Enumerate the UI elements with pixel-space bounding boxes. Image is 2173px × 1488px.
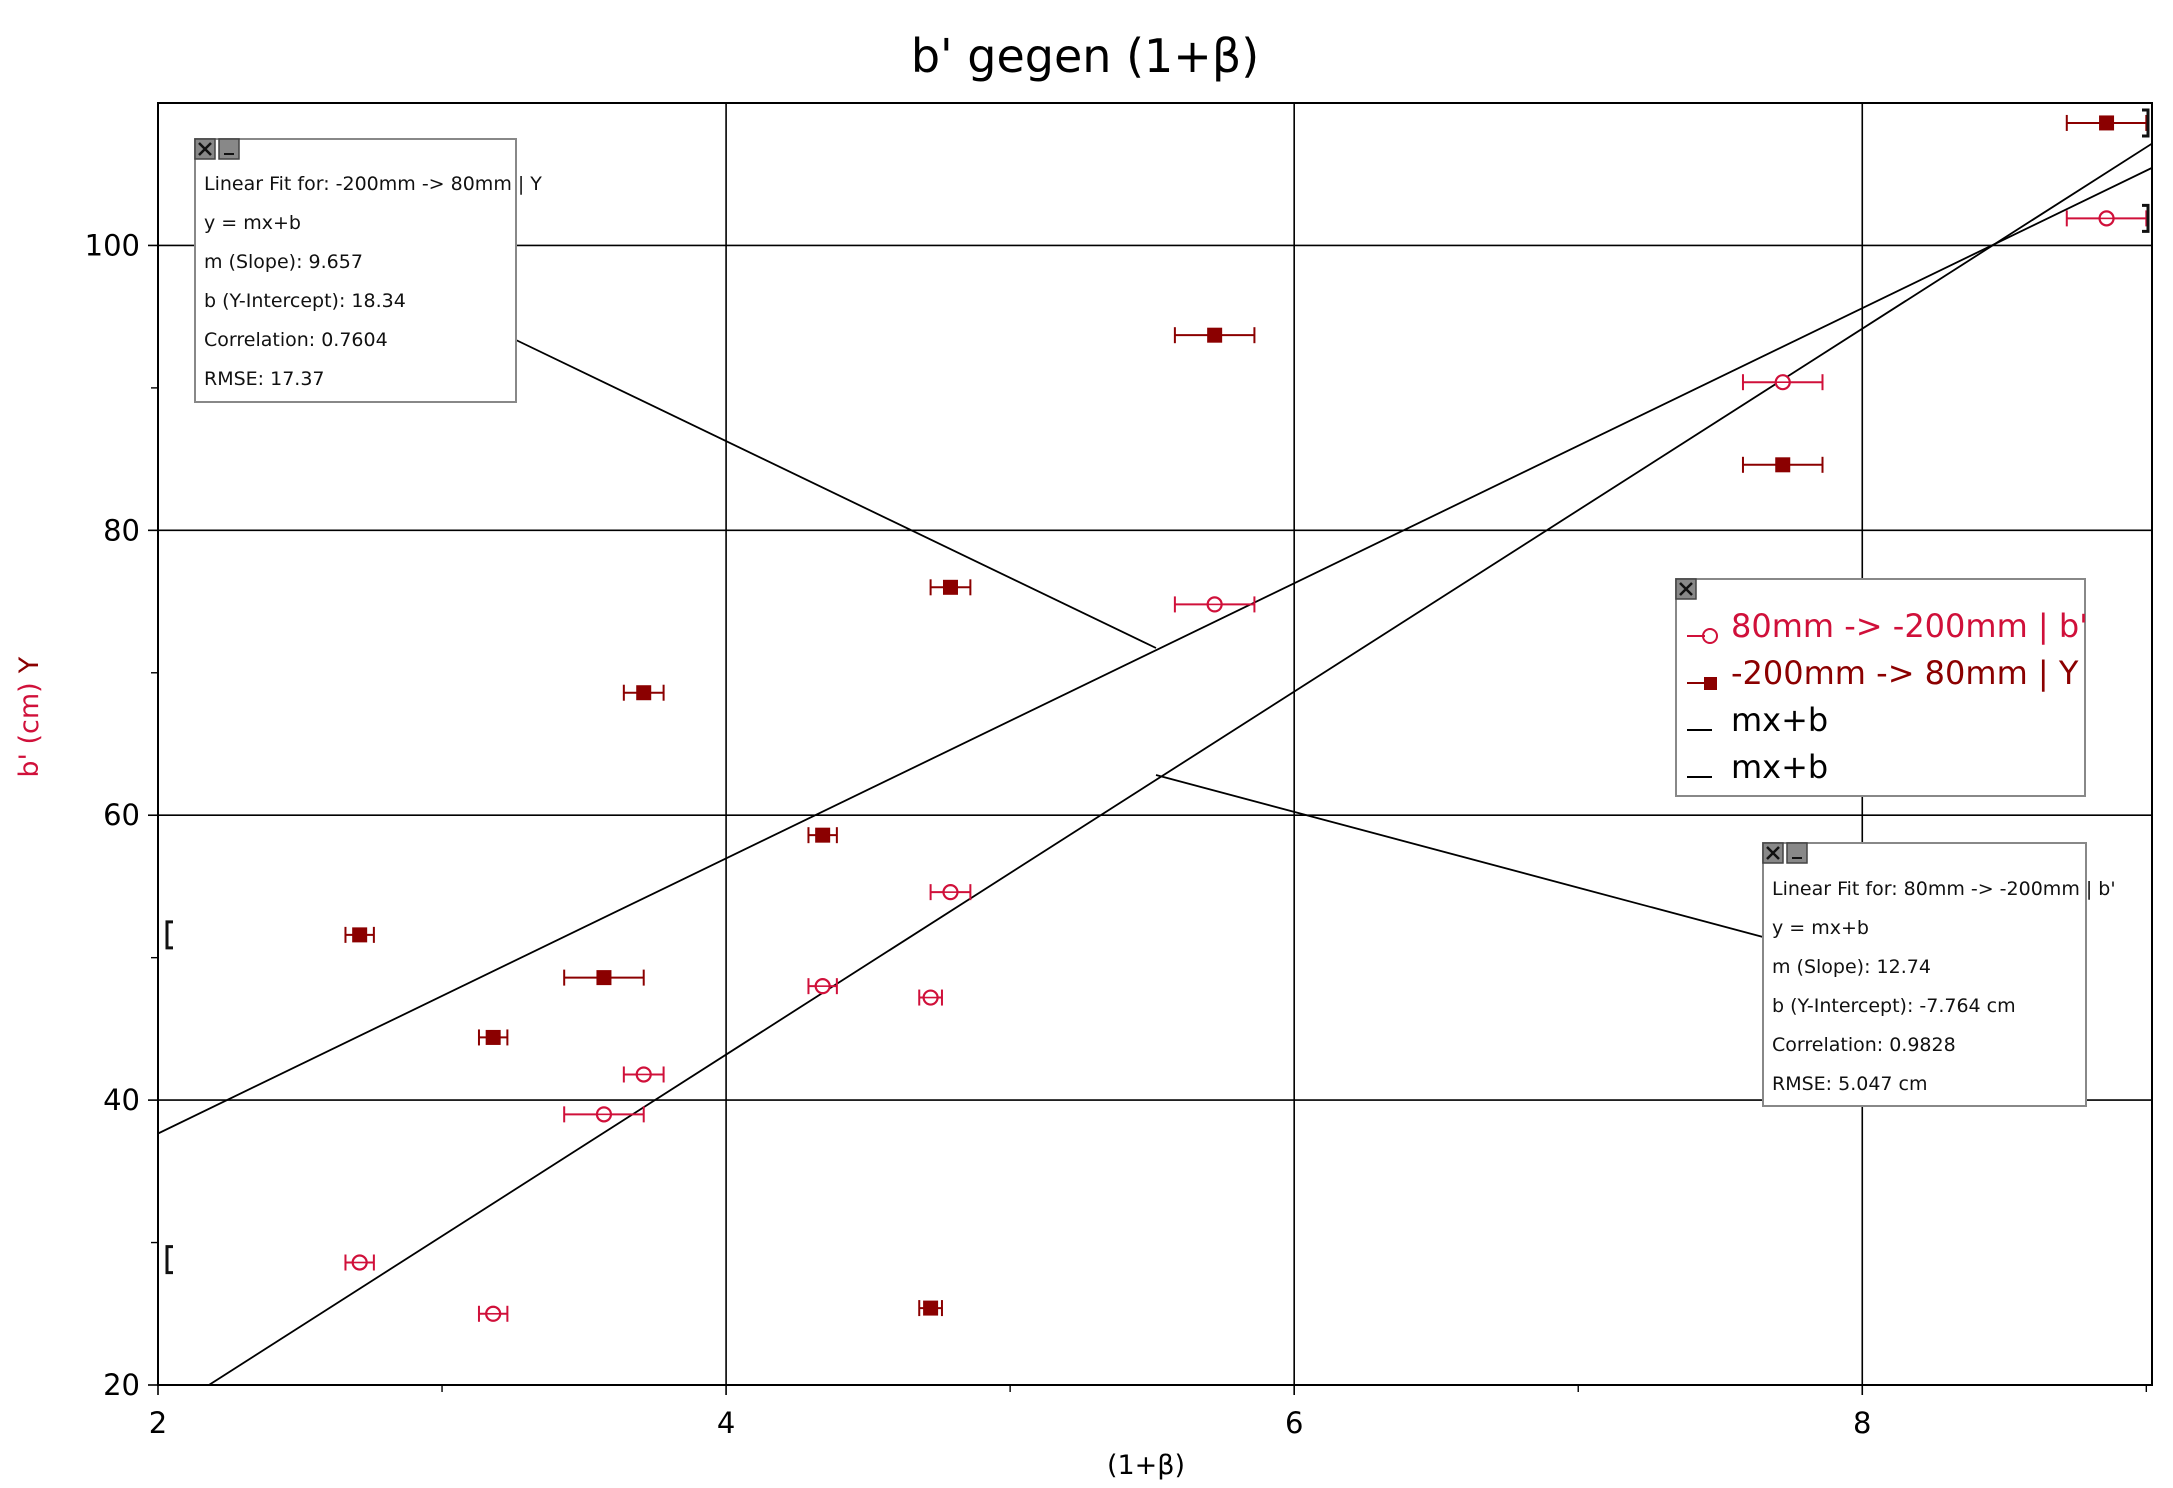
close-icon[interactable] <box>194 138 216 160</box>
close-icon[interactable] <box>1675 578 1697 600</box>
fit-box-y-intercept: b (Y-Intercept): 18.34 <box>204 290 406 312</box>
x-axis-label: (1+β) <box>1107 1450 1185 1481</box>
fit-box-b-rmse: RMSE: 5.047 cm <box>1772 1073 1928 1095</box>
bracket-mark <box>165 920 173 950</box>
legend-label-b: 80mm -> -200mm | b' <box>1731 607 2088 645</box>
legend-label-y: -200mm -> 80mm | Y <box>1731 654 2079 692</box>
legend-item-y: -200mm -> 80mm | Y <box>1687 654 2079 692</box>
fit-box-y-slope: m (Slope): 9.657 <box>204 251 363 273</box>
data-point-y <box>485 1029 501 1045</box>
data-point-y <box>636 685 652 701</box>
fit-box-y-correlation: Correlation: 0.7604 <box>204 329 388 351</box>
y-tick-label: 100 <box>85 228 140 262</box>
legend-label-fit-1: mx+b <box>1731 701 1828 739</box>
x-tick-label: 6 <box>1285 1406 1303 1440</box>
data-point-y <box>923 1300 939 1316</box>
y-axis-label-left: b' (cm) <box>14 682 45 777</box>
data-point-y <box>352 927 368 943</box>
legend-item-b: 80mm -> -200mm | b' <box>1687 607 2088 645</box>
y-tick-label: 80 <box>103 513 140 547</box>
y-tick-label: 60 <box>103 798 140 832</box>
legend[interactable]: 80mm -> -200mm | b' -200mm -> 80mm | Y m… <box>1675 578 2088 797</box>
fit-box-y-equation: y = mx+b <box>204 212 301 234</box>
bracket-mark <box>2142 108 2150 138</box>
fit-box-b-intercept: b (Y-Intercept): -7.764 cm <box>1772 995 2016 1017</box>
y-tick-label: 20 <box>103 1368 140 1402</box>
close-icon[interactable] <box>1762 842 1784 864</box>
legend-item-fit-1: mx+b <box>1687 701 1828 739</box>
minimize-icon[interactable] <box>1786 842 1808 864</box>
data-markers <box>351 115 2115 1322</box>
data-point-y <box>596 970 612 986</box>
y-bracket-marks <box>165 108 2150 1275</box>
data-point-y <box>815 827 831 843</box>
minimize-icon[interactable] <box>218 138 240 160</box>
legend-item-fit-2: mx+b <box>1687 748 1828 786</box>
bracket-mark <box>2142 203 2150 233</box>
legend-label-fit-2: mx+b <box>1731 748 1828 786</box>
fit-box-y-rmse: RMSE: 17.37 <box>204 368 325 390</box>
axis-ticks: 2 4 6 8 20 40 60 80 100 <box>85 228 2148 1440</box>
fit-line <box>207 142 2152 1385</box>
fit-box-b[interactable]: Linear Fit for: 80mm -> -200mm | b' y = … <box>1762 842 2116 1107</box>
fit-box-b-equation: y = mx+b <box>1772 917 1869 939</box>
fit-lines <box>158 142 2152 1385</box>
data-point-y <box>942 579 958 595</box>
y-axis-label-right: Y <box>14 656 45 674</box>
grid <box>157 102 2153 1386</box>
fit-box-b-title: Linear Fit for: 80mm -> -200mm | b' <box>1772 878 2116 900</box>
x-tick-label: 8 <box>1853 1406 1871 1440</box>
fit-line <box>158 167 2152 1135</box>
chart-title: b' gegen (1+β) <box>911 29 1259 83</box>
fit-box-b-correlation: Correlation: 0.9828 <box>1772 1034 1956 1056</box>
fit-box-connector-b <box>1155 774 1764 938</box>
bracket-mark <box>165 1245 173 1275</box>
x-tick-label: 2 <box>149 1406 167 1440</box>
data-point-y <box>1207 327 1223 343</box>
fit-box-connector-y <box>515 339 1157 649</box>
plot-frame <box>157 102 2153 1386</box>
fit-box-y-title: Linear Fit for: -200mm -> 80mm | Y <box>204 173 542 195</box>
data-point-y <box>2099 115 2115 131</box>
y-tick-label: 40 <box>103 1083 140 1117</box>
fit-box-y[interactable]: Linear Fit for: -200mm -> 80mm | Y y = m… <box>194 138 542 403</box>
data-point-y <box>1775 457 1791 473</box>
x-tick-label: 4 <box>717 1406 735 1440</box>
fit-box-b-slope: m (Slope): 12.74 <box>1772 956 1931 978</box>
